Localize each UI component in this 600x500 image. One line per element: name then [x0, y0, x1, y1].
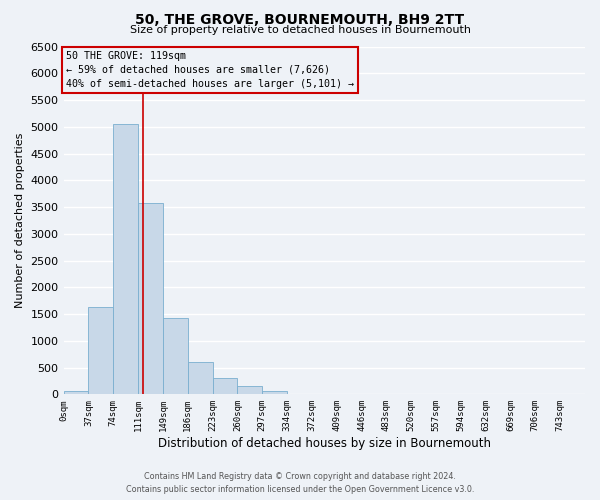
- Text: Contains HM Land Registry data © Crown copyright and database right 2024.
Contai: Contains HM Land Registry data © Crown c…: [126, 472, 474, 494]
- Text: 50 THE GROVE: 119sqm
← 59% of detached houses are smaller (7,626)
40% of semi-de: 50 THE GROVE: 119sqm ← 59% of detached h…: [66, 51, 354, 89]
- Bar: [262, 391, 287, 394]
- Text: Size of property relative to detached houses in Bournemouth: Size of property relative to detached ho…: [130, 25, 470, 35]
- Bar: [238, 386, 262, 394]
- Bar: [138, 204, 163, 394]
- Text: 50, THE GROVE, BOURNEMOUTH, BH9 2TT: 50, THE GROVE, BOURNEMOUTH, BH9 2TT: [136, 12, 464, 26]
- Bar: [88, 307, 113, 394]
- Bar: [188, 362, 212, 394]
- Bar: [64, 390, 88, 394]
- Bar: [212, 378, 238, 394]
- Bar: [163, 318, 188, 394]
- Y-axis label: Number of detached properties: Number of detached properties: [15, 132, 25, 308]
- Bar: [113, 124, 138, 394]
- X-axis label: Distribution of detached houses by size in Bournemouth: Distribution of detached houses by size …: [158, 437, 491, 450]
